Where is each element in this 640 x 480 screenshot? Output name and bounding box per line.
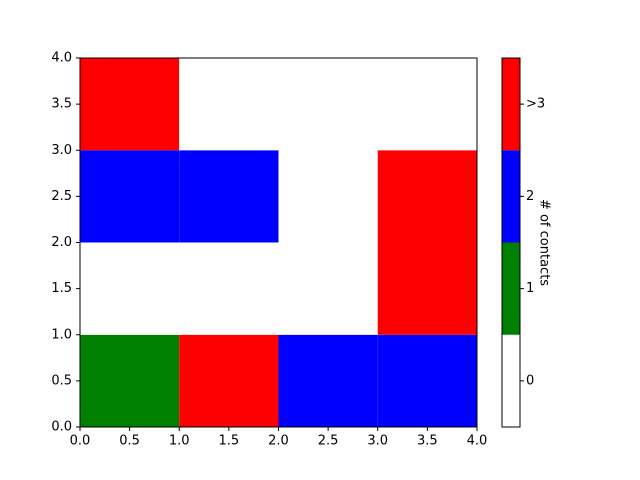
heatmap-cell <box>80 58 180 151</box>
colorbar-tick-label: 0 <box>526 373 534 388</box>
y-tick-label: 4.0 <box>51 51 72 66</box>
x-tick-label: 3.0 <box>367 434 388 449</box>
heatmap-cell <box>179 334 279 427</box>
x-tick-label: 1.0 <box>169 434 190 449</box>
colorbar-frame <box>501 57 521 428</box>
heatmap-cell <box>179 242 279 335</box>
y-tick-label: 1.0 <box>51 327 72 342</box>
y-tick-label: 0.0 <box>51 420 72 435</box>
heatmap-cell <box>278 242 378 335</box>
heatmap-cell <box>377 58 477 151</box>
colorbar-segment <box>502 242 520 335</box>
x-tick-label: 0.5 <box>119 434 140 449</box>
heatmap-cell <box>278 150 378 243</box>
heatmap-cell <box>278 58 378 151</box>
heatmap-cell <box>80 242 180 335</box>
x-tick-label: 4.0 <box>467 434 488 449</box>
y-tick-label: 2.0 <box>51 235 72 250</box>
heatmap-cell <box>377 242 477 335</box>
x-tick-label: 1.5 <box>219 434 240 449</box>
x-tick-label: 2.0 <box>268 434 289 449</box>
colorbar-tick-label: 1 <box>526 281 534 296</box>
heatmap-cell <box>278 334 378 427</box>
heatmap-cell <box>179 58 279 151</box>
heatmap-cell <box>377 150 477 243</box>
heatmap-cell <box>179 150 279 243</box>
x-tick-label: 0.0 <box>70 434 91 449</box>
heatmap-cell <box>377 334 477 427</box>
heatmap-cell <box>80 150 180 243</box>
colorbar-label: # of contacts <box>537 199 552 286</box>
y-tick-label: 1.5 <box>51 281 72 296</box>
x-tick-label: 3.5 <box>417 434 438 449</box>
y-tick-label: 3.5 <box>51 97 72 112</box>
colorbar-segment <box>502 150 520 243</box>
colorbar-segment <box>502 58 520 151</box>
heatmap-cell <box>80 334 180 427</box>
colorbar-tick-label: 2 <box>526 189 534 204</box>
y-tick-label: 0.5 <box>51 373 72 388</box>
colorbar-tick-label: >3 <box>526 97 545 112</box>
colorbar-segment <box>502 334 520 427</box>
y-tick-label: 3.0 <box>51 143 72 158</box>
x-tick-label: 2.5 <box>318 434 339 449</box>
y-tick-label: 2.5 <box>51 189 72 204</box>
